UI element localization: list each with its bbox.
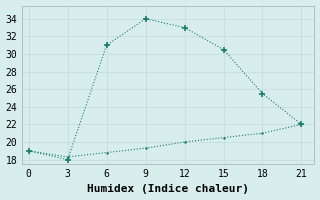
X-axis label: Humidex (Indice chaleur): Humidex (Indice chaleur) <box>87 184 249 194</box>
